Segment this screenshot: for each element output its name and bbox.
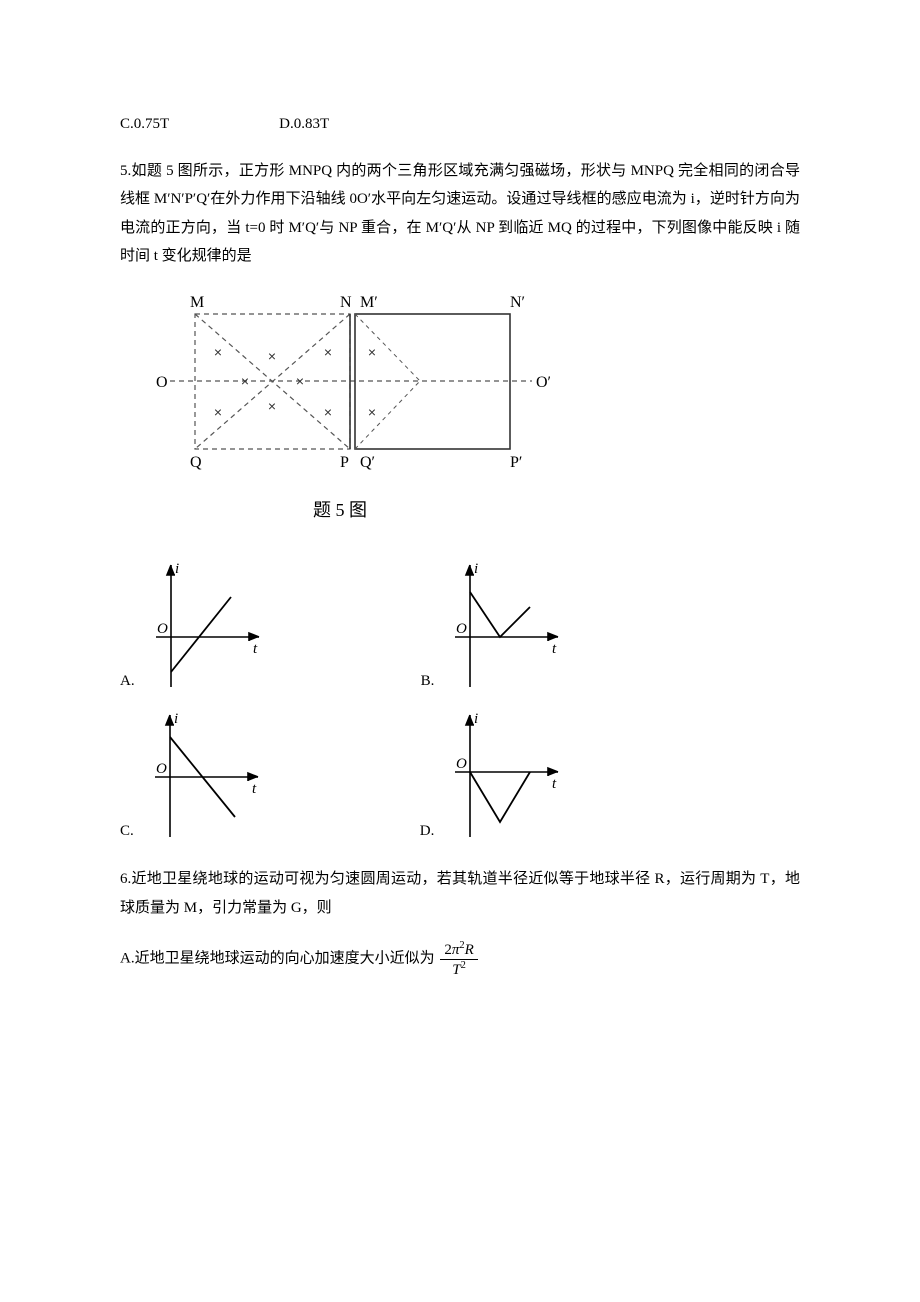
option-d: D.0.83T: [279, 110, 329, 139]
svg-text:×: ×: [296, 373, 304, 389]
graph-a: i t O: [141, 557, 271, 697]
svg-text:O: O: [456, 756, 467, 772]
label-N: N: [340, 294, 352, 311]
label-Op: O′: [536, 374, 550, 391]
q6-optA-prefix: A.近地卫星绕地球运动的向心加速度大小近似为: [120, 951, 435, 967]
q6-optA-fraction: 2π2R T2: [440, 940, 477, 978]
choice-d: D. i t O: [420, 707, 571, 847]
svg-text:×: ×: [214, 404, 222, 420]
option-c: C.0.75T: [120, 110, 169, 139]
choice-a-label: A.: [120, 667, 135, 698]
svg-text:×: ×: [241, 373, 249, 389]
q5-diagram-caption: 题 5 图: [150, 493, 530, 527]
label-Q: Q: [190, 454, 202, 471]
graph-d: i t O: [440, 707, 570, 847]
prev-options-row: C.0.75T D.0.83T: [120, 110, 800, 139]
svg-text:×: ×: [368, 404, 376, 420]
graph-b: i t O: [440, 557, 570, 697]
label-O: O: [156, 374, 168, 391]
svg-text:×: ×: [268, 398, 276, 414]
svg-text:O: O: [456, 621, 467, 637]
choice-b: B. i t O: [421, 557, 571, 697]
label-Pp: P′: [510, 454, 522, 471]
field-marks: × × × × × × × × × ×: [214, 344, 376, 420]
choice-a: A. i t O: [120, 557, 271, 697]
choice-d-label: D.: [420, 817, 435, 848]
svg-text:O: O: [157, 621, 168, 637]
svg-text:×: ×: [324, 404, 332, 420]
svg-text:t: t: [253, 641, 258, 657]
svg-text:O: O: [156, 761, 167, 777]
choice-c: C. i t O: [120, 707, 270, 847]
svg-text:×: ×: [268, 348, 276, 364]
svg-text:t: t: [552, 641, 557, 657]
question-6-text: 6.近地卫星绕地球的运动可视为匀速圆周运动，若其轨道半径近似等于地球半径 R，运…: [120, 865, 800, 922]
svg-text:i: i: [474, 561, 478, 577]
svg-text:t: t: [552, 776, 557, 792]
label-Np: N′: [510, 294, 525, 311]
choice-b-label: B.: [421, 667, 435, 698]
question-5-text: 5.如题 5 图所示，正方形 MNPQ 内的两个三角形区域充满匀强磁场，形状与 …: [120, 157, 800, 271]
svg-text:i: i: [474, 711, 478, 727]
svg-text:t: t: [252, 781, 257, 797]
choice-c-label: C.: [120, 817, 134, 848]
question-6-option-a: A.近地卫星绕地球运动的向心加速度大小近似为 2π2R T2: [120, 940, 800, 978]
svg-text:×: ×: [214, 344, 222, 360]
label-Qp: Q′: [360, 454, 375, 471]
label-P: P: [340, 454, 349, 471]
label-M: M: [190, 294, 204, 311]
graph-c: i t O: [140, 707, 270, 847]
q5-choices: A. i t O B.: [120, 557, 800, 847]
svg-text:×: ×: [368, 344, 376, 360]
svg-text:×: ×: [324, 344, 332, 360]
label-Mp: M′: [360, 294, 378, 311]
svg-text:i: i: [175, 561, 179, 577]
q5-diagram: M N M′ N′ Q P Q′ P′ O O′ × × × ×: [150, 289, 800, 528]
svg-text:i: i: [174, 711, 178, 727]
